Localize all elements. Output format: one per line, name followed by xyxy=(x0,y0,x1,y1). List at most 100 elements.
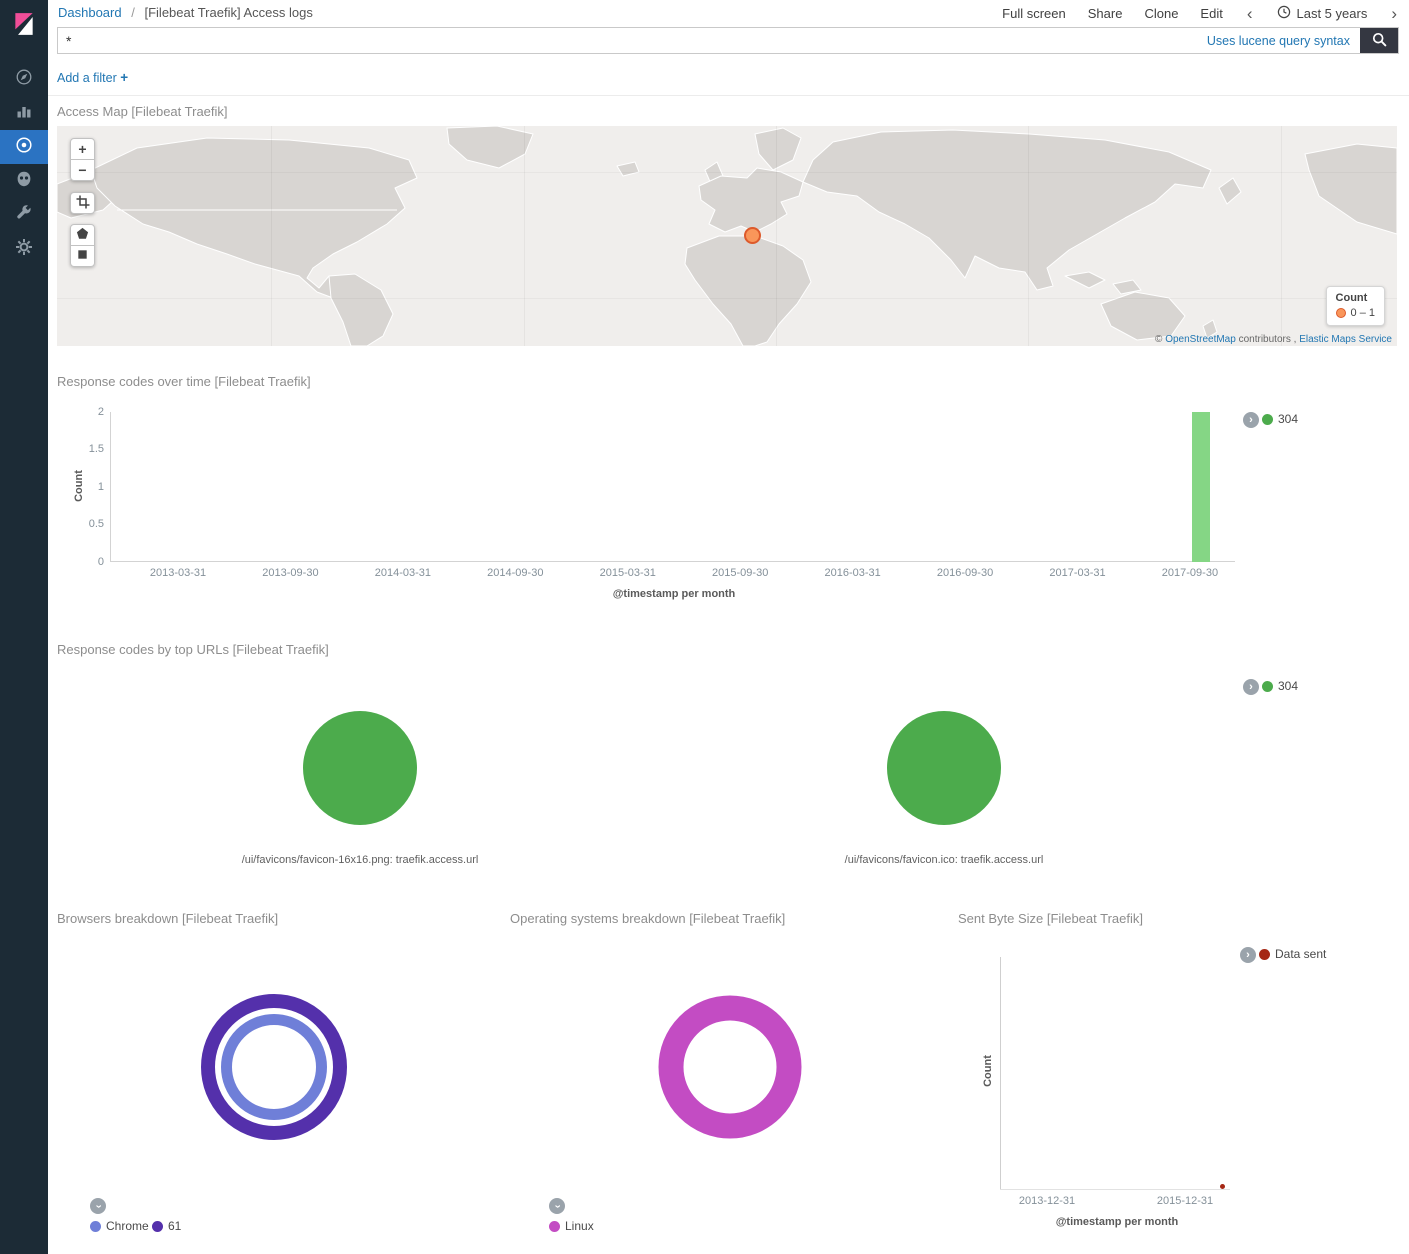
x-axis-title: @timestamp per month xyxy=(612,588,736,600)
elastic-maps-service-link[interactable]: Elastic Maps Service xyxy=(1299,334,1392,345)
breadcrumb-dashboard-link[interactable]: Dashboard xyxy=(58,5,122,20)
clock-icon xyxy=(1277,5,1291,22)
copyright-symbol: © xyxy=(1155,334,1163,345)
crop-icon xyxy=(76,195,90,212)
breadcrumb-separator: / xyxy=(131,5,135,20)
panel-os-breakdown: Operating systems breakdown [Filebeat Tr… xyxy=(510,908,940,1248)
panel-sent-byte-size: Sent Byte Size [Filebeat Traefik] › Data… xyxy=(956,908,1406,1248)
legend-item-61[interactable]: 61 xyxy=(152,1219,181,1233)
map-tile-line xyxy=(776,126,777,346)
map-draw-controls xyxy=(70,224,95,267)
y-axis-title: Count xyxy=(982,1055,994,1087)
time-picker[interactable]: Last 5 years xyxy=(1277,5,1368,22)
x-tick-label: 2015-03-31 xyxy=(599,567,656,579)
pie-chart-label: /ui/favicons/favicon-16x16.png: traefik.… xyxy=(241,854,479,866)
x-tick-label: 2017-09-30 xyxy=(1161,567,1219,579)
edit-button[interactable]: Edit xyxy=(1200,5,1223,21)
legend-item-linux[interactable]: Linux xyxy=(549,1219,594,1233)
breadcrumb: Dashboard / [Filebeat Traefik] Access lo… xyxy=(58,0,313,26)
x-tick-label: 2015-12-31 xyxy=(1156,1195,1214,1207)
query-bar: Uses lucene query syntax xyxy=(57,27,1399,54)
y-axis-line xyxy=(1000,957,1001,1190)
add-filter-label: Add a filter xyxy=(57,71,117,85)
panel-title-os: Operating systems breakdown [Filebeat Tr… xyxy=(510,911,786,926)
sidebar-item-timelion[interactable] xyxy=(0,164,48,198)
search-icon xyxy=(1372,32,1387,50)
openstreetmap-link[interactable]: OpenStreetMap xyxy=(1165,334,1236,345)
bar-304[interactable] xyxy=(1192,412,1210,562)
rectangle-draw-button[interactable] xyxy=(70,245,95,267)
add-filter-link[interactable]: Add a filter + xyxy=(57,70,129,85)
legend-color-dot xyxy=(549,1220,560,1232)
sidebar-item-dev-tools[interactable] xyxy=(0,198,48,232)
legend-item-304[interactable]: 304 xyxy=(1262,412,1298,426)
panel-title-access-map: Access Map [Filebeat Traefik] xyxy=(57,104,228,119)
crop-filter-button[interactable] xyxy=(70,192,95,214)
plus-icon: + xyxy=(120,70,129,85)
time-step-forward-button[interactable]: › xyxy=(1391,3,1397,23)
map-zoom-controls: + − xyxy=(70,138,95,181)
breadcrumb-current: [Filebeat Traefik] Access logs xyxy=(144,5,313,20)
legend-collapse-icon[interactable]: › xyxy=(1243,679,1259,695)
legend-expand-icon[interactable]: › xyxy=(549,1198,565,1214)
top-actions: Full screen Share Clone Edit ‹ Last 5 ye… xyxy=(1002,0,1399,26)
browsers-donut-chart[interactable] xyxy=(194,987,354,1147)
x-tick-label: 2014-09-30 xyxy=(487,567,544,579)
x-tick-label: 2017-03-31 xyxy=(1049,567,1106,579)
time-picker-label: Last 5 years xyxy=(1296,5,1368,21)
legend-color-dot xyxy=(1335,308,1346,318)
map-tile-line xyxy=(524,126,525,346)
legend-label: 61 xyxy=(168,1219,182,1233)
search-button[interactable] xyxy=(1360,28,1398,53)
map-legend: Count 0 – 1 xyxy=(1325,286,1385,326)
legend-label: 304 xyxy=(1278,412,1299,426)
panel-title-browsers: Browsers breakdown [Filebeat Traefik] xyxy=(57,911,279,926)
legend-item-data-sent[interactable]: Data sent xyxy=(1259,947,1326,961)
data-point-data-sent[interactable] xyxy=(1220,1184,1225,1189)
legend-item-chrome[interactable]: Chrome xyxy=(90,1219,149,1233)
clone-button[interactable]: Clone xyxy=(1144,5,1179,21)
full-screen-button[interactable]: Full screen xyxy=(1002,5,1066,21)
map-tile-line xyxy=(1028,126,1029,346)
zoom-out-button[interactable]: − xyxy=(70,159,95,181)
os-donut-chart[interactable] xyxy=(650,987,810,1147)
pie-chart-favicon-ico[interactable] xyxy=(887,711,1001,825)
sidebar-item-visualize[interactable] xyxy=(0,96,48,130)
map-tile-line xyxy=(1281,126,1282,346)
global-nav-sidebar xyxy=(0,0,48,1254)
lucene-syntax-link[interactable]: Uses lucene query syntax xyxy=(1206,33,1350,48)
pie-chart-favicon-16x16[interactable] xyxy=(303,711,417,825)
sidebar-item-management[interactable] xyxy=(0,232,48,266)
legend-label: Data sent xyxy=(1275,947,1327,961)
legend-color-dot xyxy=(152,1220,163,1232)
geo-point-marker[interactable] xyxy=(744,227,761,244)
world-map[interactable]: + − Co xyxy=(57,126,1397,346)
share-button[interactable]: Share xyxy=(1087,5,1123,21)
legend-collapse-icon[interactable]: › xyxy=(1243,412,1259,428)
x-tick-label: 2016-03-31 xyxy=(824,567,881,579)
polygon-draw-button[interactable] xyxy=(70,224,95,246)
contributors-text: contributors , xyxy=(1238,334,1297,345)
legend-item-304[interactable]: 304 xyxy=(1262,679,1298,693)
filter-bar: Add a filter + xyxy=(57,63,128,93)
sidebar-item-discover[interactable] xyxy=(0,62,48,96)
query-input[interactable] xyxy=(58,28,1207,53)
x-axis-title: @timestamp per month xyxy=(1055,1216,1179,1228)
legend-expand-icon[interactable]: › xyxy=(90,1198,106,1214)
legend-color-dot xyxy=(1262,680,1273,692)
kibana-logo[interactable] xyxy=(0,0,48,48)
map-tile-line xyxy=(57,298,1397,299)
time-step-back-button[interactable]: ‹ xyxy=(1246,3,1253,23)
pentagon-icon xyxy=(76,227,89,243)
pie-chart-label: /ui/favicons/favicon.ico: traefik.access… xyxy=(844,854,1044,866)
owl-icon xyxy=(15,170,33,193)
zoom-in-button[interactable]: + xyxy=(70,138,95,160)
y-tick-label: 0 xyxy=(97,556,104,568)
y-tick-label: 0.5 xyxy=(88,518,104,530)
top-chrome: Dashboard / [Filebeat Traefik] Access lo… xyxy=(48,0,1409,96)
legend-collapse-icon[interactable]: › xyxy=(1240,947,1256,963)
sidebar-item-dashboard[interactable] xyxy=(0,130,48,164)
gear-icon xyxy=(15,238,33,261)
map-legend-title: Count xyxy=(1335,292,1368,304)
